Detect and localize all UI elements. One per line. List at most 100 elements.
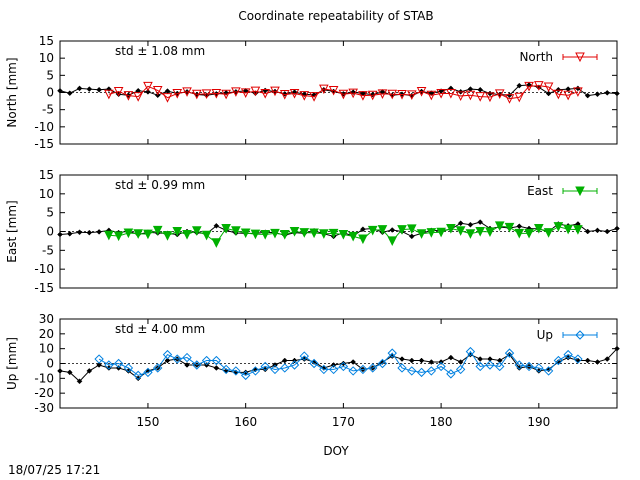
east-reference-point [76,229,83,236]
north-y-axis-label: North [mm] [5,57,19,127]
up-data-point [113,358,124,369]
east-data-point [416,229,427,239]
up-reference-point [76,378,83,385]
north-reference-point [96,86,102,93]
up-legend-marker [575,330,585,340]
east-data-point [504,222,515,233]
x-tick-label: 190 [527,415,550,429]
east-data-point [191,226,202,236]
east-data-point [553,222,564,232]
up-y-tick-label: 30 [39,312,54,326]
north-data-point [211,89,222,99]
x-tick-label: 170 [332,415,355,429]
up-data-point [123,363,134,373]
north-data-point [543,82,554,93]
east-reference-point [477,219,484,225]
north-data-point [309,92,319,102]
north-data-point [573,87,583,97]
east-data-point [270,228,280,239]
north-data-point [250,86,261,97]
up-data-point [319,364,329,375]
up-data-point [280,363,290,373]
east-data-point [113,231,124,242]
north-reference-point [57,87,63,94]
north-series-line [108,85,579,100]
east-reference-point [389,227,396,233]
east-data-point [143,229,153,240]
north-reference-point [477,86,484,93]
east-data-point [260,230,271,240]
up-legend-label: Up [537,328,553,342]
east-data-point [231,226,241,236]
north-data-point [446,89,456,99]
up-reference-point [594,359,601,365]
north-data-point [553,89,564,100]
north-data-point [455,91,466,102]
north-data-point [534,81,544,91]
up-reference-point [350,359,357,365]
east-reference-point [66,230,73,237]
east-data-point [563,224,573,235]
east-legend-label: East [527,184,553,198]
east-data-point [367,225,378,236]
east-y-tick-label: -15 [34,281,54,295]
up-reference-point [106,365,112,371]
north-data-point [162,93,173,103]
up-data-point [133,370,143,381]
north-reference-point [604,89,611,96]
east-y-axis-label: East [mm] [5,200,19,262]
north-data-point [328,85,339,96]
east-data-point [426,228,437,238]
east-data-point [221,223,231,234]
east-data-point [348,231,358,242]
east-y-tick-label: 0 [46,225,54,239]
north-data-point [416,86,427,97]
east-reference-point [408,233,415,240]
north-data-point [299,91,310,101]
up-data-point [504,348,515,358]
north-data-point [123,91,134,101]
north-data-point [358,91,368,101]
up-series-line [98,350,579,376]
up-y-tick-label: -20 [34,386,54,400]
north-data-point [377,89,388,99]
up-data-point [397,363,407,373]
up-data-point [534,363,544,373]
east-data-point [172,227,183,237]
up-data-point [367,363,378,373]
east-legend-marker [575,186,585,197]
up-data-point [231,366,241,376]
up-data-point [143,367,153,378]
north-reference-point [262,87,269,94]
north-data-point [191,89,202,100]
north-data-point [338,89,349,100]
north-reference-point [106,86,112,92]
east-data-point [446,223,456,234]
up-data-point [172,354,182,364]
east-data-point [387,236,398,247]
east-data-point [328,228,339,239]
east-data-point [240,228,251,239]
north-y-tick-label: 10 [39,51,54,65]
east-data-point [436,227,446,238]
east-reference-point [57,231,63,238]
north-reference-point [145,88,151,95]
up-data-point [94,354,104,364]
north-reference-point [487,90,493,97]
up-data-point [104,360,114,370]
east-reference-point [584,228,591,235]
north-y-tick-label: 5 [46,68,54,82]
up-data-point [387,348,397,358]
north-data-point [426,90,437,101]
north-y-tick-label: 0 [46,86,54,100]
north-reference-point [76,85,83,92]
up-data-point [201,355,212,366]
up-data-point [309,358,319,369]
up-reference-point [184,362,190,368]
up-reference-point [457,359,464,365]
up-data-point [514,360,524,370]
north-data-point [182,87,192,97]
north-data-point [152,85,163,96]
north-data-point [231,87,241,97]
